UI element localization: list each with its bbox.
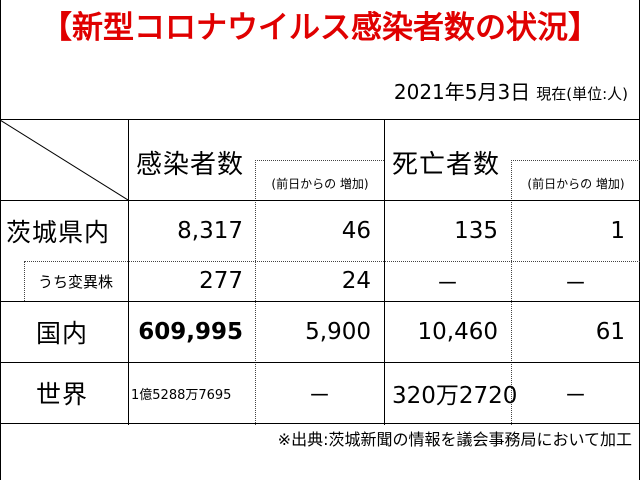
row-label-world: 世界 — [36, 380, 89, 409]
header-diagonal-line — [0, 120, 128, 200]
row-label-variant: うち変異株 — [38, 272, 114, 291]
cell-variant-deaths: － — [436, 271, 459, 297]
cell-variant-infected: 277 — [199, 268, 243, 294]
cell-world-deaths: 320万2720 — [392, 383, 518, 409]
row-divider-variant — [24, 261, 640, 262]
covid-stats-table: 感染者数 (前日からの 増加) 死亡者数 (前日からの 増加) 茨城県内 8,3… — [0, 119, 640, 425]
col-divider-4 — [511, 160, 512, 425]
as-of-date: 2021年5月3日 — [393, 80, 531, 104]
unit-note: 現在(単位:人) — [536, 85, 628, 103]
page-title: 【新型コロナウイルス感染者数の状況】 — [41, 10, 599, 46]
row-divider-world — [0, 362, 640, 363]
sublabel-divider — [24, 261, 25, 301]
cell-ibaraki-infected: 8,317 — [177, 217, 243, 244]
col-divider-2 — [255, 160, 256, 425]
source-note: ※出典:茨城新聞の情報を議会事務局において加工 — [277, 430, 632, 449]
row-divider-national — [0, 301, 640, 302]
header-deaths: 死亡者数 — [392, 149, 501, 180]
row-label-ibaraki: 茨城県内 — [6, 217, 111, 247]
cell-ibaraki-infected-increase: 46 — [341, 217, 371, 244]
row-divider-header — [0, 200, 640, 201]
as-of-date-line: 2021年5月3日 現在(単位:人) — [394, 76, 628, 105]
cell-ibaraki-deaths: 135 — [454, 217, 498, 244]
col-divider-3 — [384, 120, 385, 425]
header-infected: 感染者数 — [136, 149, 245, 180]
cell-national-infected-increase: 5,900 — [305, 318, 371, 345]
cell-national-deaths-increase: 61 — [595, 318, 625, 345]
cell-variant-infected-increase: 24 — [341, 268, 371, 294]
cell-ibaraki-deaths-increase: 1 — [610, 217, 625, 244]
col-divider-1 — [128, 120, 129, 425]
cell-world-infected-increase: － — [308, 383, 331, 409]
cell-world-deaths-increase: － — [564, 383, 587, 409]
header-sub-divider-2 — [511, 160, 640, 161]
header-deaths-increase: (前日からの 増加) — [527, 176, 625, 191]
cell-national-infected: 609,995 — [138, 318, 243, 345]
cell-variant-deaths-increase: － — [564, 271, 587, 297]
header-infected-increase: (前日からの 増加) — [271, 176, 369, 191]
row-label-national: 国内 — [36, 318, 89, 348]
header-sub-divider-1 — [255, 160, 384, 161]
cell-world-infected: 1億5288万7695 — [131, 387, 232, 403]
cell-national-deaths: 10,460 — [417, 318, 498, 345]
